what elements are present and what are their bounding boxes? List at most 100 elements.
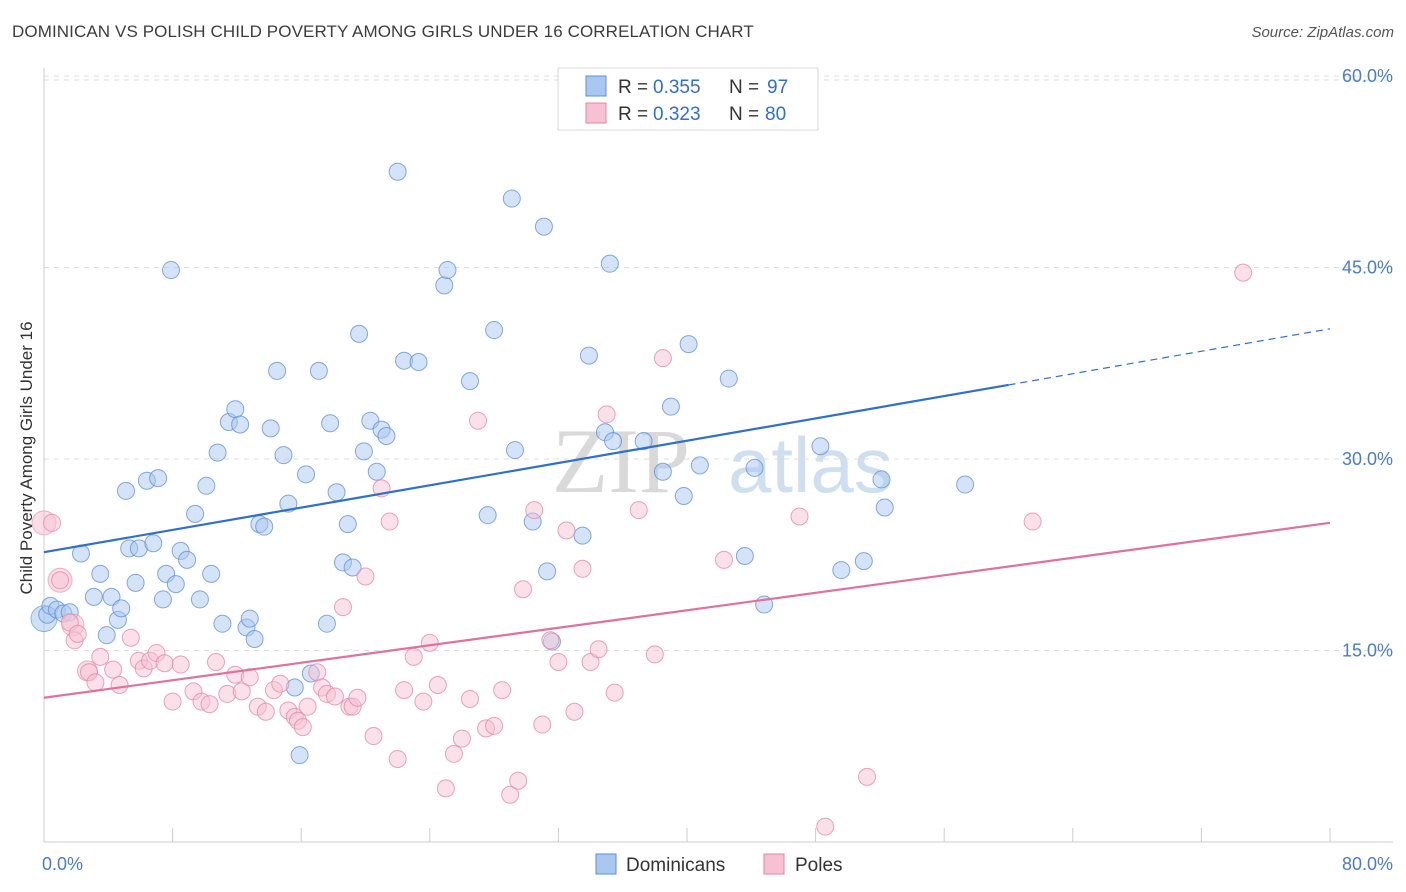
dominicans-point xyxy=(290,746,309,765)
poles-point xyxy=(509,771,528,790)
dominicans-point xyxy=(274,446,293,465)
dominicans-point xyxy=(875,498,894,517)
dominicans-point xyxy=(178,550,197,569)
legend-swatch-dominicans xyxy=(595,853,617,875)
poles-point xyxy=(533,715,552,734)
watermark: ZIP atlas xyxy=(552,410,893,512)
poles-point xyxy=(549,652,568,671)
y-tick-labels: 15.0% 30.0% 45.0% 60.0% xyxy=(1342,66,1393,661)
legend-r-value-blue: 0.355 xyxy=(653,77,701,98)
poles-point xyxy=(414,692,433,711)
poles-point xyxy=(298,697,317,716)
dominicans-point xyxy=(409,352,428,371)
poles-point xyxy=(171,655,190,674)
dominicans-point xyxy=(811,437,830,456)
poles-point xyxy=(271,674,290,693)
dominicans-point xyxy=(317,614,336,633)
y-tick-label-3: 60.0% xyxy=(1342,66,1393,86)
dominicans-point xyxy=(338,515,357,534)
dominicans-point xyxy=(116,481,135,500)
legend-n-label-pink: N = xyxy=(729,104,759,125)
dominicans-point xyxy=(377,427,396,446)
dominicans-point xyxy=(91,564,110,583)
poles-point xyxy=(333,598,352,617)
poles-point xyxy=(207,652,226,671)
dominicans-point xyxy=(84,587,103,606)
dominicans-point xyxy=(161,261,180,280)
poles-point xyxy=(428,675,447,694)
poles-point xyxy=(404,647,423,666)
dominicans-point xyxy=(502,189,521,208)
poles-point xyxy=(293,718,312,737)
dominicans-point xyxy=(661,397,680,416)
dominicans-point xyxy=(309,361,328,380)
dominicans-point xyxy=(653,462,672,481)
dominicans-point xyxy=(679,335,698,354)
poles-point xyxy=(714,550,733,569)
poles-point xyxy=(232,682,251,701)
dominicans-point xyxy=(854,552,873,571)
poles-point xyxy=(104,660,123,679)
axes xyxy=(43,68,1393,843)
dominicans-point xyxy=(202,564,221,583)
dominicans-point xyxy=(327,483,346,502)
dominicans-point xyxy=(97,626,116,645)
dominicans-point xyxy=(674,487,693,506)
dominicans-point xyxy=(321,414,340,433)
poles-point xyxy=(51,571,70,590)
poles-point xyxy=(155,654,174,673)
dominicans-trend-extension xyxy=(1008,328,1331,386)
dominicans-point xyxy=(438,261,457,280)
poles-point xyxy=(573,559,592,578)
poles-point xyxy=(325,687,344,706)
poles-point xyxy=(436,779,455,798)
dominicans-point xyxy=(190,590,209,609)
poles-point xyxy=(460,690,479,709)
poles-point xyxy=(541,631,560,650)
poles-point xyxy=(452,729,471,748)
poles-point xyxy=(444,744,463,763)
poles-point xyxy=(388,750,407,769)
legend-swatch-poles xyxy=(763,853,785,875)
dominicans-point xyxy=(388,162,407,181)
poles-point xyxy=(589,640,608,659)
poles-point xyxy=(348,688,367,707)
dominicans-point xyxy=(208,443,227,462)
dominicans-point xyxy=(166,575,185,594)
dominicans-point xyxy=(144,534,163,553)
poles-point xyxy=(581,652,600,671)
dominicans-point xyxy=(573,526,592,545)
poles-point xyxy=(395,681,414,700)
data-points xyxy=(30,162,1253,836)
poles-point xyxy=(91,647,110,666)
legend-r-label-pink: R = xyxy=(618,104,648,125)
poles-point xyxy=(816,817,835,836)
poles-point xyxy=(200,695,219,714)
poles-point xyxy=(68,624,87,643)
chart-title: DOMINICAN VS POLISH CHILD POVERTY AMONG … xyxy=(12,22,754,41)
dominicans-point xyxy=(354,442,373,461)
dominicans-point xyxy=(213,614,232,633)
legend-n-value-blue: 97 xyxy=(767,77,788,98)
poles-point xyxy=(653,349,672,368)
dominicans-point xyxy=(538,562,557,581)
x-tick-label-max: 80.0% xyxy=(1342,854,1393,874)
dominicans-point xyxy=(745,458,764,477)
dominicans-point xyxy=(460,372,479,391)
poles-point xyxy=(597,405,616,424)
poles-point xyxy=(163,692,182,711)
poles-point xyxy=(645,645,664,664)
y-axis-label: Child Poverty Among Girls Under 16 xyxy=(17,321,36,594)
legend-label-poles: Poles xyxy=(795,855,843,876)
poles-trend-line xyxy=(43,521,1331,699)
dominicans-point xyxy=(153,590,172,609)
poles-point xyxy=(256,702,275,721)
y-tick-label-2: 45.0% xyxy=(1342,258,1393,278)
poles-point xyxy=(557,521,576,540)
poles-point xyxy=(356,567,375,586)
legend-n-label-blue: N = xyxy=(729,77,759,98)
dominicans-point xyxy=(268,361,287,380)
legend-r-label-blue: R = xyxy=(618,77,648,98)
poles-point xyxy=(1234,263,1253,282)
